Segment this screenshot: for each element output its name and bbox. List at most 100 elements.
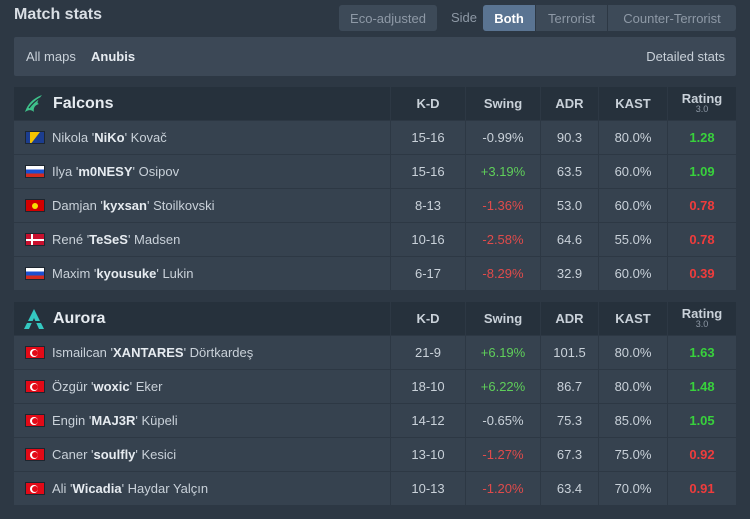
- rating-cell: 1.63: [668, 336, 736, 369]
- rating-value: 0.78: [689, 198, 715, 213]
- team-header-row: Aurora K-D Swing ADR KAST Rating 3.0: [14, 302, 736, 336]
- rating-cell: 0.92: [668, 438, 736, 471]
- swing-value: -1.36%: [482, 198, 524, 213]
- rating-header-label: Rating: [681, 305, 723, 321]
- kd-header[interactable]: K-D: [391, 302, 465, 335]
- map-anubis-link[interactable]: Anubis: [91, 49, 136, 64]
- kd-cell: 8-13: [391, 189, 465, 222]
- player-nickname: MAJ3R: [91, 413, 136, 428]
- swing-cell: +6.19%: [466, 336, 540, 369]
- player-nickname: Wicadia: [72, 481, 122, 496]
- player-last-name: ' Kovač: [124, 130, 167, 145]
- flag-dk-icon: [25, 233, 45, 246]
- player-last-name: ' Eker: [129, 379, 163, 394]
- all-maps-link[interactable]: All maps: [26, 49, 76, 64]
- rating-value: 1.09: [689, 164, 715, 179]
- player-last-name: ' Küpeli: [135, 413, 178, 428]
- player-name-link[interactable]: Damjan 'kyxsan' Stoilkovski: [52, 198, 215, 213]
- adr-header[interactable]: ADR: [541, 87, 598, 120]
- adr-value: 53.0: [556, 198, 583, 213]
- player-last-name: ' Kesici: [135, 447, 177, 462]
- kd-cell: 21-9: [391, 336, 465, 369]
- player-name-link[interactable]: René 'TeSeS' Madsen: [52, 232, 180, 247]
- adr-header[interactable]: ADR: [541, 302, 598, 335]
- team-name-cell: Falcons: [14, 87, 390, 120]
- swing-header-label: Swing: [483, 96, 523, 111]
- rating-cell: 0.91: [668, 472, 736, 505]
- player-name-link[interactable]: Ali 'Wicadia' Haydar Yalçın: [52, 481, 208, 496]
- adr-value: 63.4: [556, 481, 583, 496]
- player-name-link[interactable]: Caner 'soulfly' Kesici: [52, 447, 176, 462]
- kd-value: 18-10: [411, 379, 445, 394]
- player-name-link[interactable]: Ilya 'm0NESY' Osipov: [52, 164, 179, 179]
- rating-value: 0.39: [689, 266, 715, 281]
- table-row: Ilya 'm0NESY' Osipov 15-16 +3.19% 63.5 60.0%…: [14, 155, 736, 189]
- adr-cell: 75.3: [541, 404, 598, 437]
- kd-cell: 10-16: [391, 223, 465, 256]
- player-first-name: Engin ': [52, 413, 92, 428]
- table-row: René 'TeSeS' Madsen 10-16 -2.58% 64.6 55.0% 0…: [14, 223, 736, 257]
- kast-cell: 60.0%: [599, 155, 667, 188]
- player-cell: Özgür 'woxic' Eker: [14, 370, 390, 403]
- flag-ru-icon: [25, 267, 45, 280]
- rating-value: 1.63: [689, 345, 715, 360]
- adr-cell: 90.3: [541, 121, 598, 154]
- swing-cell: -1.36%: [466, 189, 540, 222]
- swing-value: -8.29%: [482, 266, 524, 281]
- adr-value: 101.5: [553, 345, 586, 360]
- kast-header[interactable]: KAST: [599, 87, 667, 120]
- player-name-link[interactable]: Özgür 'woxic' Eker: [52, 379, 162, 394]
- flag-tr-icon: [25, 482, 45, 495]
- player-name-link[interactable]: Nikola 'NiKo' Kovač: [52, 130, 167, 145]
- detailed-stats-link[interactable]: Detailed stats: [646, 49, 725, 64]
- kast-cell: 70.0%: [599, 472, 667, 505]
- rating-header[interactable]: Rating 3.0: [668, 87, 736, 120]
- rating-cell: 0.78: [668, 223, 736, 256]
- adr-cell: 53.0: [541, 189, 598, 222]
- flag-ba-icon: [25, 131, 45, 144]
- player-nickname: soulfly: [93, 447, 136, 462]
- player-first-name: Özgür ': [52, 379, 94, 394]
- swing-header[interactable]: Swing: [466, 87, 540, 120]
- adr-value: 67.3: [556, 447, 583, 462]
- adr-cell: 86.7: [541, 370, 598, 403]
- player-cell: Nikola 'NiKo' Kovač: [14, 121, 390, 154]
- kd-value: 13-10: [411, 447, 445, 462]
- player-last-name: ' Stoilkovski: [146, 198, 215, 213]
- player-cell: Caner 'soulfly' Kesici: [14, 438, 390, 471]
- page-title: Match stats: [14, 6, 103, 23]
- swing-header[interactable]: Swing: [466, 302, 540, 335]
- table-row: Özgür 'woxic' Eker 18-10 +6.22% 86.7 80.0% 1.…: [14, 370, 736, 404]
- side-terrorist-button[interactable]: Terrorist: [535, 5, 607, 31]
- player-name-link[interactable]: Maxim 'kyousuke' Lukin: [52, 266, 194, 281]
- player-name-link[interactable]: Ismailcan 'XANTARES' Dörtkardeş: [52, 345, 253, 360]
- player-name-link[interactable]: Engin 'MAJ3R' Küpeli: [52, 413, 178, 428]
- adr-cell: 63.5: [541, 155, 598, 188]
- kast-cell: 85.0%: [599, 404, 667, 437]
- kd-cell: 15-16: [391, 121, 465, 154]
- rating-value: 0.92: [689, 447, 715, 462]
- table-row: Nikola 'NiKo' Kovač 15-16 -0.99% 90.3 80.0% 1…: [14, 121, 736, 155]
- kast-value: 60.0%: [614, 164, 652, 179]
- adr-value: 90.3: [556, 130, 583, 145]
- side-counter-terrorist-button[interactable]: Counter-Terrorist: [607, 5, 736, 31]
- rating-cell: 1.48: [668, 370, 736, 403]
- kast-cell: 80.0%: [599, 336, 667, 369]
- team-name-cell: Aurora: [14, 302, 390, 335]
- kast-header[interactable]: KAST: [599, 302, 667, 335]
- kd-header[interactable]: K-D: [391, 87, 465, 120]
- eco-adjusted-button[interactable]: Eco-adjusted: [339, 5, 437, 31]
- kd-value: 10-13: [411, 481, 445, 496]
- player-cell: Damjan 'kyxsan' Stoilkovski: [14, 189, 390, 222]
- adr-header-label: ADR: [555, 96, 584, 111]
- player-nickname: TeSeS: [89, 232, 128, 247]
- kast-cell: 80.0%: [599, 121, 667, 154]
- side-both-button[interactable]: Both: [483, 5, 535, 31]
- team-name: Falcons: [53, 94, 114, 112]
- kast-value: 80.0%: [614, 379, 652, 394]
- kast-value: 75.0%: [614, 447, 652, 462]
- kd-value: 6-17: [414, 266, 442, 281]
- flag-tr-icon: [25, 414, 45, 427]
- rating-header[interactable]: Rating 3.0: [668, 302, 736, 335]
- player-cell: Maxim 'kyousuke' Lukin: [14, 257, 390, 290]
